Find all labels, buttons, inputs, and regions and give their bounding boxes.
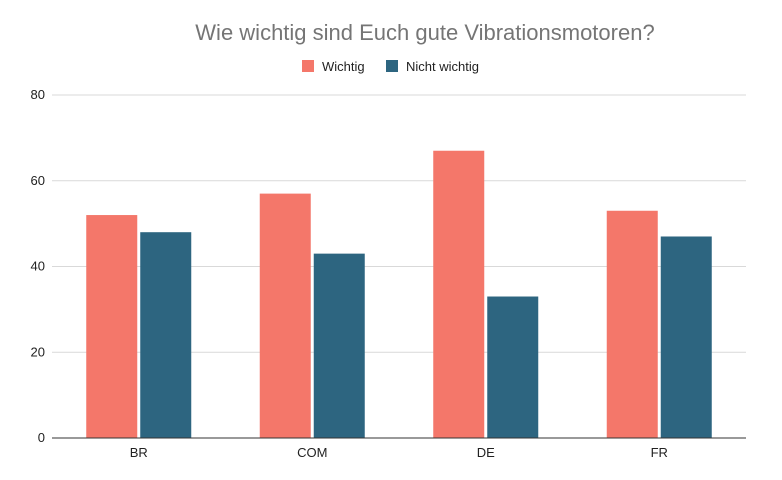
y-tick-label: 0 xyxy=(38,430,45,445)
bar-wichtig-br xyxy=(86,215,138,438)
y-tick-label: 80 xyxy=(31,87,45,102)
x-tick-label: COM xyxy=(297,445,327,460)
y-axis-ticks: 0 20 40 60 80 xyxy=(31,87,45,445)
x-tick-label: BR xyxy=(130,445,148,460)
bars xyxy=(86,150,712,439)
bar-nicht-wichtig-fr xyxy=(660,236,712,438)
legend-swatch-wichtig xyxy=(302,60,314,72)
x-axis-ticks: BR COM DE FR xyxy=(130,445,668,460)
legend-label-wichtig: Wichtig xyxy=(322,59,365,74)
legend-label-nicht-wichtig: Nicht wichtig xyxy=(406,59,479,74)
bar-nicht-wichtig-com xyxy=(313,253,365,438)
y-tick-label: 40 xyxy=(31,259,45,274)
chart-title: Wie wichtig sind Euch gute Vibrationsmot… xyxy=(195,20,654,45)
bar-wichtig-fr xyxy=(606,210,658,438)
legend: Wichtig Nicht wichtig xyxy=(302,59,479,74)
x-tick-label: DE xyxy=(477,445,495,460)
x-tick-label: FR xyxy=(651,445,668,460)
y-tick-label: 60 xyxy=(31,173,45,188)
y-tick-label: 20 xyxy=(31,344,45,359)
legend-swatch-nicht-wichtig xyxy=(386,60,398,72)
bar-nicht-wichtig-br xyxy=(140,232,192,438)
bar-nicht-wichtig-de xyxy=(487,296,539,438)
bar-wichtig-de xyxy=(433,150,485,439)
bar-wichtig-com xyxy=(259,193,311,438)
